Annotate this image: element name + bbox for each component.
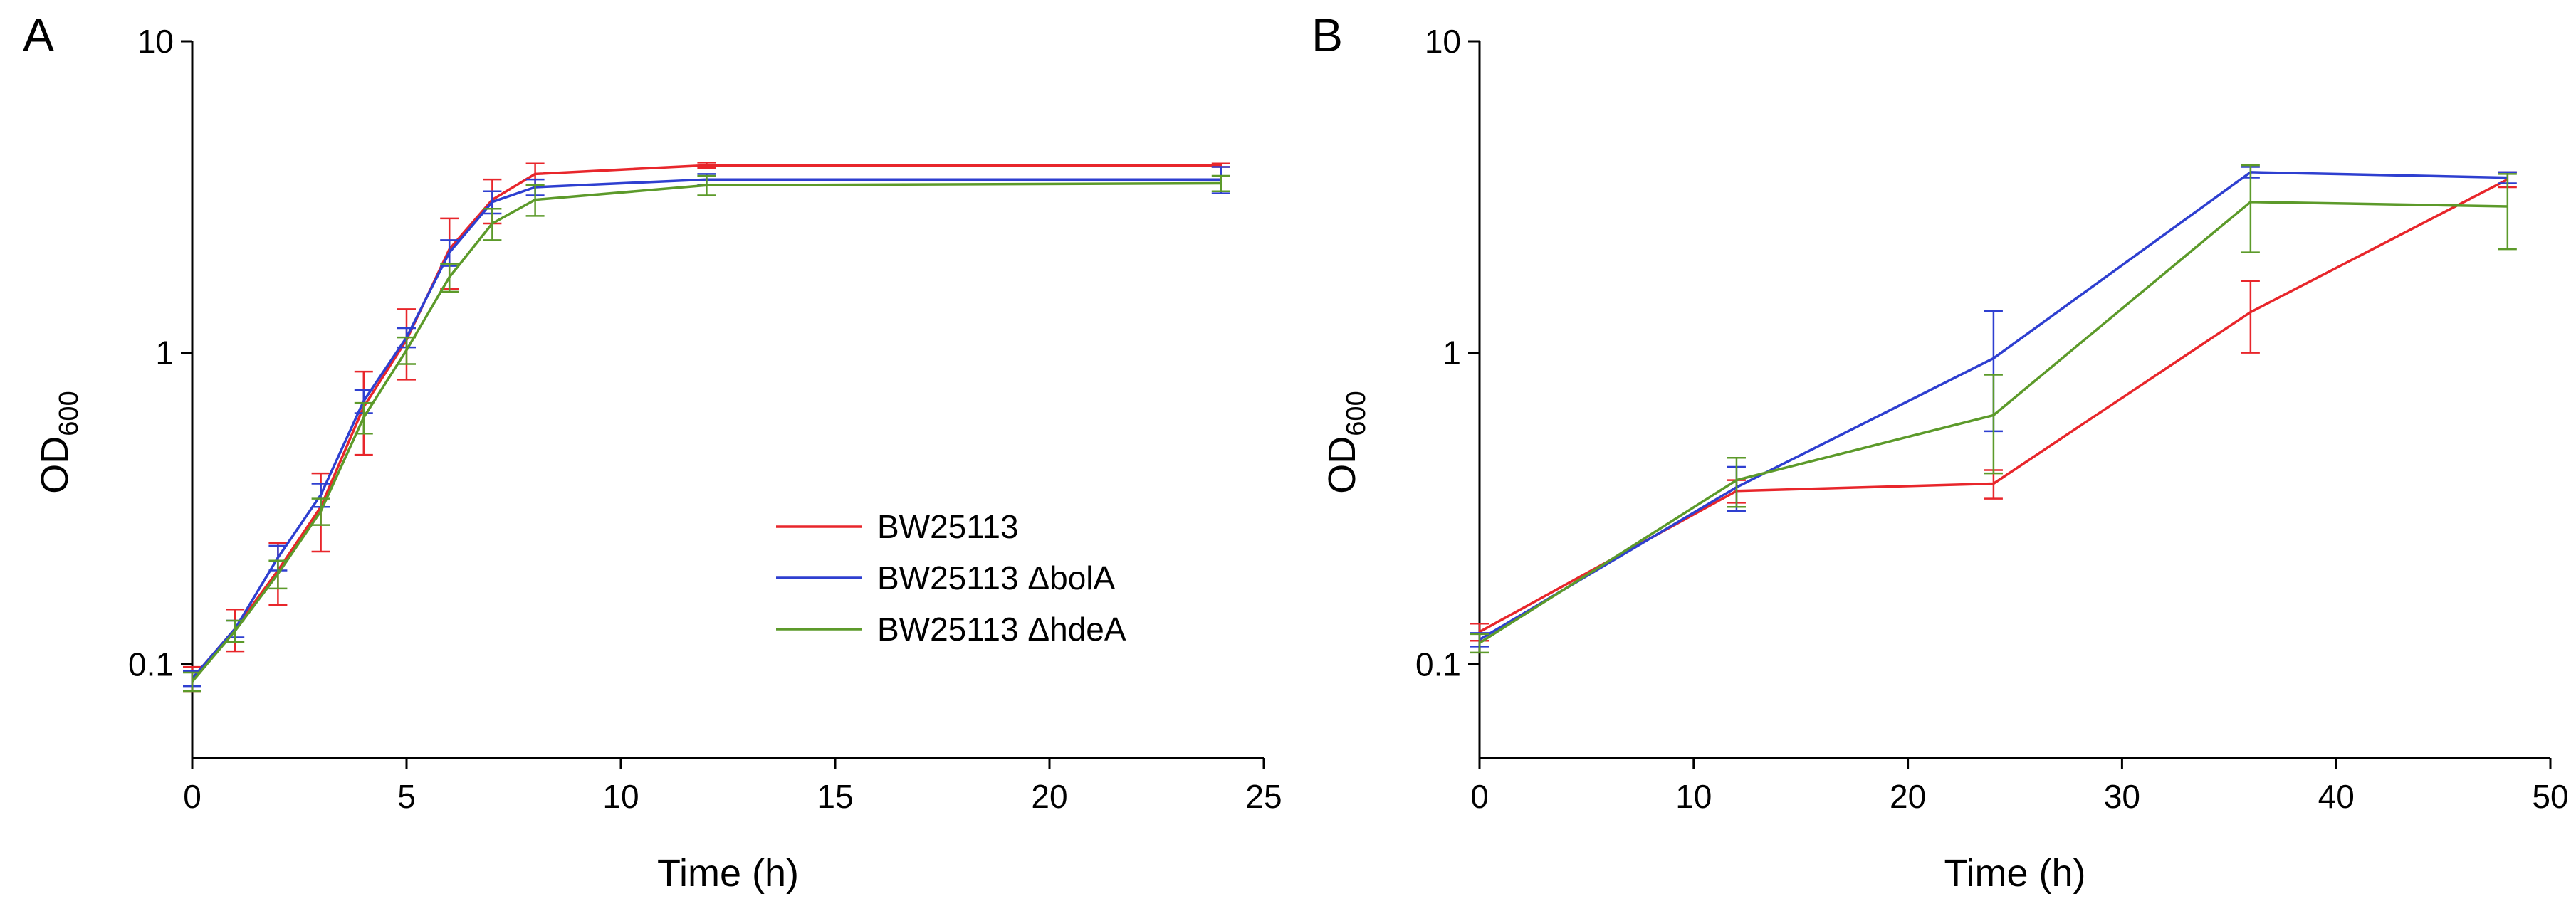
y-tick-label: 10: [137, 23, 174, 60]
y-axis-title-subscript: 600: [1341, 391, 1371, 436]
series-line: [191, 164, 1221, 680]
series-2: [183, 174, 1230, 693]
series-line: [191, 178, 1221, 680]
legend-label: BW25113 ΔhdeA: [877, 611, 1126, 648]
legend-item: BW25113: [776, 508, 1019, 545]
y-tick-label: 10: [1425, 23, 1461, 60]
x-tick-label: 0: [183, 778, 201, 815]
legend-item: BW25113 ΔbolA: [776, 559, 1115, 596]
x-tick-label: 30: [2104, 778, 2140, 815]
x-tick-label: 5: [397, 778, 416, 815]
x-tick-label: 10: [1675, 778, 1712, 815]
panel-b: B 0.1 1 10 0 10 20 30 40 50 Time (h) OD600: [1311, 9, 2569, 895]
y-tick-label: 0.1: [1415, 646, 1461, 683]
legend-label: BW25113: [877, 508, 1019, 545]
y-tick-label: 1: [155, 335, 174, 372]
y-axis-title: OD600: [1321, 391, 1371, 493]
y-axis-title-main: OD: [33, 436, 76, 494]
x-axis-title: Time (h): [657, 852, 799, 895]
x-tick-label: 15: [817, 778, 853, 815]
panel-label: A: [23, 9, 54, 61]
y-axis-title: OD600: [33, 391, 84, 493]
x-tick-label: 0: [1470, 778, 1489, 815]
x-tick-label: 20: [1031, 778, 1067, 815]
x-tick-label: 20: [1890, 778, 1926, 815]
series-1: [183, 166, 1230, 688]
y-tick-label: 0.1: [128, 646, 174, 683]
y-axis-title-main: OD: [1321, 436, 1363, 494]
legend-label: BW25113 ΔbolA: [877, 559, 1115, 596]
y-axis-title-subscript: 600: [54, 391, 84, 436]
panel-label: B: [1311, 9, 1343, 61]
legend-item: BW25113 ΔhdeA: [776, 611, 1126, 648]
x-axis-title: Time (h): [1944, 852, 2086, 895]
y-tick-label: 1: [1443, 335, 1461, 372]
x-tick-label: 10: [602, 778, 639, 815]
series-line: [191, 181, 1221, 683]
series-2: [1470, 164, 2517, 654]
x-tick-label: 25: [1245, 778, 1282, 815]
x-tick-label: 40: [2318, 778, 2355, 815]
x-tick-label: 50: [2532, 778, 2568, 815]
legend: BW25113 BW25113 ΔbolA BW25113 ΔhdeA: [776, 508, 1126, 648]
